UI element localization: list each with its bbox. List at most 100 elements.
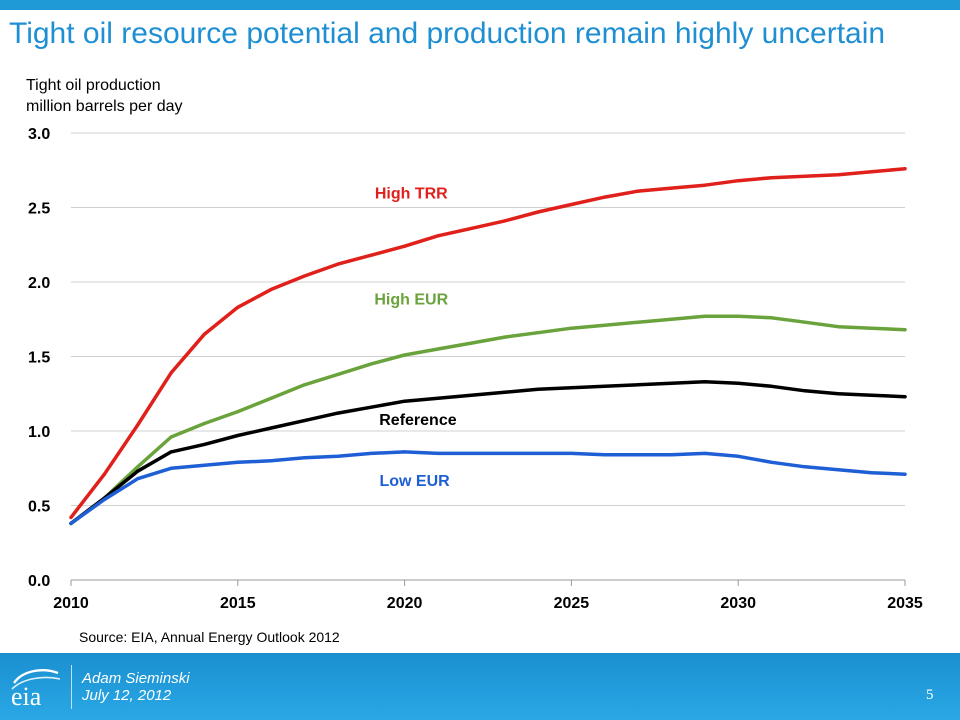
- data-point-reference: [302, 418, 307, 423]
- data-point-high-eur: [269, 396, 273, 400]
- data-point-high-trr: [469, 226, 473, 230]
- data-point-high-trr: [769, 176, 774, 180]
- data-point-reference: [436, 396, 440, 400]
- data-point-high-eur: [136, 465, 140, 469]
- x-tick-label: 2030: [720, 595, 756, 612]
- page-number: 5: [926, 687, 934, 703]
- series-label-low-eur: Low EUR: [379, 473, 450, 490]
- eia-logo-text: eia: [11, 682, 42, 709]
- presenter-name: Adam Sieminski: [82, 670, 190, 687]
- data-point-high-eur: [803, 320, 807, 324]
- data-point-low-eur: [403, 450, 407, 454]
- y-axis-label: Tight oil production million barrels per…: [26, 75, 183, 117]
- series-line-high-trr: [69, 167, 907, 520]
- data-point-low-eur: [636, 453, 640, 457]
- data-point-low-eur: [136, 477, 140, 481]
- data-point-low-eur: [436, 451, 440, 455]
- data-point-reference: [136, 469, 140, 473]
- data-point-high-eur: [469, 341, 473, 345]
- data-point-high-eur: [669, 317, 674, 321]
- data-point-high-trr: [836, 173, 840, 177]
- data-point-high-eur: [769, 316, 774, 320]
- data-point-high-trr: [269, 287, 273, 292]
- data-point-low-eur: [503, 451, 507, 455]
- source-note: Source: EIA, Annual Energy Outlook 2012: [79, 629, 340, 645]
- data-point-high-eur: [903, 328, 907, 332]
- data-point-high-trr: [636, 189, 640, 193]
- footer-bar: eia Adam Sieminski July 12, 2012 5: [0, 653, 960, 720]
- data-point-high-trr: [436, 234, 440, 238]
- data-point-high-eur: [703, 314, 707, 318]
- y-tick-label: 2.0: [28, 275, 50, 292]
- x-tick-label: 2025: [554, 595, 590, 612]
- data-point-high-trr: [169, 371, 173, 375]
- y-tick-label: 0.5: [28, 499, 50, 516]
- data-point-high-eur: [503, 335, 507, 339]
- data-point-high-eur: [603, 323, 607, 327]
- data-point-reference: [569, 386, 574, 390]
- data-point-reference: [903, 395, 907, 399]
- data-point-low-eur: [102, 497, 106, 502]
- data-point-reference: [336, 411, 340, 415]
- data-point-reference: [269, 426, 273, 430]
- data-point-high-trr: [569, 202, 574, 207]
- data-point-reference: [503, 390, 507, 394]
- data-point-low-eur: [202, 463, 207, 467]
- data-point-high-eur: [236, 410, 240, 414]
- data-point-high-eur: [836, 325, 840, 329]
- data-point-high-trr: [669, 186, 674, 190]
- y-tick-label: 2.5: [28, 201, 50, 218]
- series-label-high-trr: High TRR: [375, 186, 448, 203]
- eia-logo-icon: eia: [11, 669, 61, 709]
- data-point-high-trr: [603, 195, 607, 199]
- y-tick-label: 3.0: [28, 126, 50, 143]
- data-point-low-eur: [569, 451, 574, 455]
- data-point-low-eur: [603, 453, 607, 457]
- data-point-high-eur: [436, 347, 440, 351]
- data-point-high-trr: [703, 183, 707, 187]
- x-tick-label: 2015: [220, 595, 256, 612]
- slide-title: Tight oil resource potential and product…: [9, 17, 886, 50]
- data-point-low-eur: [836, 468, 840, 472]
- y-tick-label: 1.0: [28, 424, 50, 441]
- data-point-high-eur: [636, 320, 640, 324]
- data-point-low-eur: [369, 451, 373, 455]
- data-point-high-trr: [369, 253, 373, 257]
- data-point-high-trr: [69, 515, 73, 520]
- data-point-high-trr: [803, 174, 807, 178]
- data-point-low-eur: [469, 451, 473, 455]
- data-point-reference: [703, 380, 707, 384]
- data-point-high-trr: [336, 262, 340, 266]
- data-point-reference: [803, 389, 807, 393]
- data-point-reference: [236, 433, 240, 438]
- data-point-high-eur: [536, 331, 540, 335]
- data-point-low-eur: [336, 454, 340, 458]
- data-point-high-trr: [870, 170, 874, 174]
- data-point-high-eur: [202, 421, 207, 426]
- data-point-high-trr: [102, 472, 106, 476]
- data-point-low-eur: [669, 453, 674, 457]
- data-point-high-eur: [169, 435, 173, 439]
- data-point-high-eur: [569, 326, 574, 330]
- x-tick-label: 2035: [887, 595, 923, 612]
- data-point-high-trr: [503, 219, 507, 223]
- series-label-reference: Reference: [379, 412, 456, 429]
- data-point-high-trr: [403, 244, 407, 248]
- data-point-high-eur: [336, 372, 340, 376]
- data-point-reference: [169, 450, 173, 454]
- x-tick-label: 2020: [387, 595, 423, 612]
- data-point-high-eur: [403, 353, 407, 357]
- data-point-high-trr: [302, 274, 307, 278]
- data-point-reference: [469, 393, 473, 397]
- data-point-low-eur: [269, 459, 273, 463]
- data-point-reference: [870, 393, 874, 397]
- presentation-date: July 12, 2012: [82, 687, 172, 704]
- data-point-reference: [769, 384, 774, 388]
- data-point-low-eur: [736, 454, 740, 458]
- y-tick-label: 1.5: [28, 350, 50, 367]
- data-point-high-eur: [736, 314, 740, 318]
- data-point-low-eur: [236, 460, 240, 464]
- data-point-reference: [836, 392, 840, 396]
- data-point-reference: [202, 442, 207, 447]
- data-point-reference: [403, 399, 407, 403]
